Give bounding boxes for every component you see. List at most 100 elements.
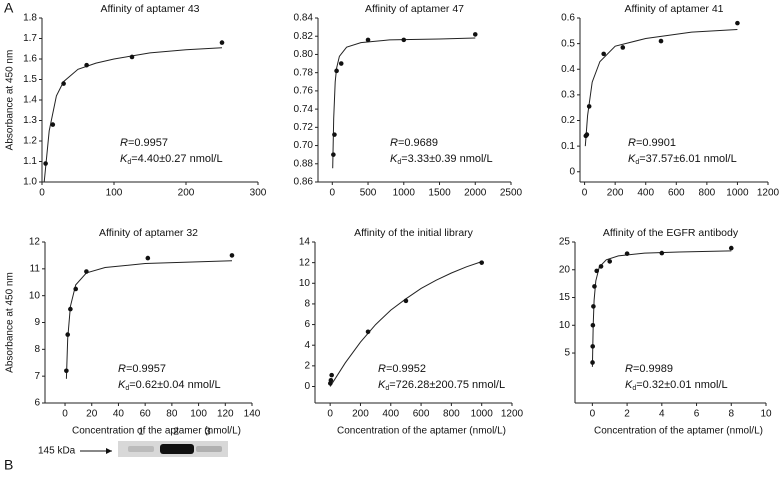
y-tick-label: 0 [569, 166, 575, 177]
r-annotation: R=0.9901 [628, 137, 676, 149]
x-tick-label: 200 [352, 409, 369, 420]
y-tick-label: 11 [30, 263, 41, 274]
data-point [64, 368, 69, 374]
y-tick-label: 8 [304, 299, 310, 310]
data-point [607, 259, 613, 264]
band [128, 446, 154, 452]
x-tick-label: 140 [244, 409, 261, 420]
x-tick-label: 2500 [500, 188, 523, 199]
x-tick-label: 400 [382, 409, 399, 420]
x-tick-label: 2000 [464, 188, 487, 199]
y-tick-label: 20 [559, 264, 571, 275]
y-tick-label: 1.5 [23, 74, 37, 85]
k-subscript: d [125, 385, 129, 392]
y-tick-label: 0.70 [294, 140, 314, 151]
r-value: =0.9901 [636, 137, 676, 149]
x-tick-label: 10 [760, 409, 772, 420]
x-tick-label: 20 [86, 409, 98, 420]
y-tick-label: 0 [304, 381, 310, 392]
panel-label: A [4, 0, 14, 16]
y-tick-label: 10 [299, 278, 311, 289]
r-symbol: R [378, 363, 386, 375]
x-tick-label: 120 [217, 409, 234, 420]
y-tick-label: 1.1 [23, 156, 37, 167]
fit-curve [591, 250, 732, 367]
y-tick-label: 0.82 [294, 31, 314, 42]
data-point [73, 286, 79, 292]
chart-title: Affinity of aptamer 41 [624, 3, 723, 15]
data-point [331, 152, 336, 157]
chart-title: Affinity of the initial library [354, 227, 474, 239]
k-value: =4.40±0.27 nmol/L [131, 153, 222, 165]
data-point [479, 260, 484, 265]
y-tick-label: 10 [29, 290, 41, 301]
y-tick-label: 0.74 [294, 104, 314, 115]
k-symbol: K [118, 379, 126, 391]
k-subscript: d [632, 385, 636, 392]
x-tick-label: 600 [668, 188, 685, 199]
y-tick-label: 0.6 [561, 13, 575, 24]
r-symbol: R [625, 363, 633, 375]
k-value: =726.28±200.75 nmol/L [389, 379, 505, 391]
y-tick-label: 0.88 [294, 158, 314, 169]
data-point [145, 255, 151, 261]
data-point [590, 322, 596, 328]
y-tick-label: 1.3 [23, 115, 37, 126]
x-tick-label: 0 [39, 188, 45, 199]
y-axis-label: Absorbance at 450 nm [5, 50, 16, 151]
data-point [365, 329, 371, 335]
r-value: =0.9957 [126, 363, 166, 375]
data-point [50, 122, 56, 127]
y-tick-label: 1.2 [23, 136, 37, 147]
fit-curve [332, 37, 476, 169]
arrow-head [106, 448, 112, 454]
k-subscript: d [635, 159, 639, 166]
blot-panel: 1 2 3 145 kDa [38, 427, 228, 457]
x-tick-label: 0 [330, 188, 336, 199]
kd-annotation: Kd=726.28±200.75 nmol/L [378, 379, 505, 392]
kd-annotation: Kd=4.40±0.27 nmol/L [120, 153, 223, 166]
data-point [332, 132, 337, 137]
band [196, 446, 222, 452]
data-point [403, 298, 409, 304]
r-value: =0.9689 [398, 137, 438, 149]
y-axis-label: Absorbance at 450 nm [5, 272, 16, 373]
data-point [334, 68, 339, 74]
data-point [229, 253, 235, 258]
x-tick-label: 200 [178, 188, 195, 199]
r-value: =0.9957 [128, 137, 168, 149]
x-tick-label: 100 [106, 188, 123, 199]
k-value: =0.62±0.04 nmol/L [129, 379, 220, 391]
r-annotation: R=0.9952 [378, 363, 426, 375]
chart-title: Affinity of the EGFR antibody [603, 227, 739, 239]
y-tick-label: 0.72 [294, 122, 314, 133]
x-tick-label: 600 [413, 409, 430, 420]
k-symbol: K [120, 153, 128, 165]
x-tick-label: 40 [113, 409, 125, 420]
data-point [592, 284, 597, 289]
x-tick-label: 200 [607, 188, 624, 199]
y-tick-label: 0.4 [561, 64, 575, 75]
y-tick-label: 1.7 [23, 33, 37, 44]
data-point [84, 62, 89, 68]
k-symbol: K [625, 379, 633, 391]
x-tick-label: 1000 [726, 188, 749, 199]
r-symbol: R [120, 137, 128, 149]
r-annotation: R=0.9957 [120, 137, 168, 149]
k-symbol: K [628, 153, 636, 165]
panel-label: B [4, 457, 13, 473]
x-tick-label: 800 [699, 188, 716, 199]
y-tick-label: 4 [304, 340, 310, 351]
y-tick-label: 7 [34, 371, 40, 382]
data-point [735, 20, 740, 26]
k-subscript: d [385, 385, 389, 392]
marker-label: 145 kDa [38, 446, 76, 457]
x-tick-label: 6 [694, 409, 700, 420]
data-point [591, 304, 596, 309]
r-value: =0.9989 [633, 363, 673, 375]
y-tick-label: 6 [304, 319, 310, 330]
data-point [68, 306, 73, 312]
r-annotation: R=0.9689 [390, 137, 438, 149]
k-value: =37.57±6.01 nmol/L [639, 153, 736, 165]
k-subscript: d [397, 159, 401, 166]
